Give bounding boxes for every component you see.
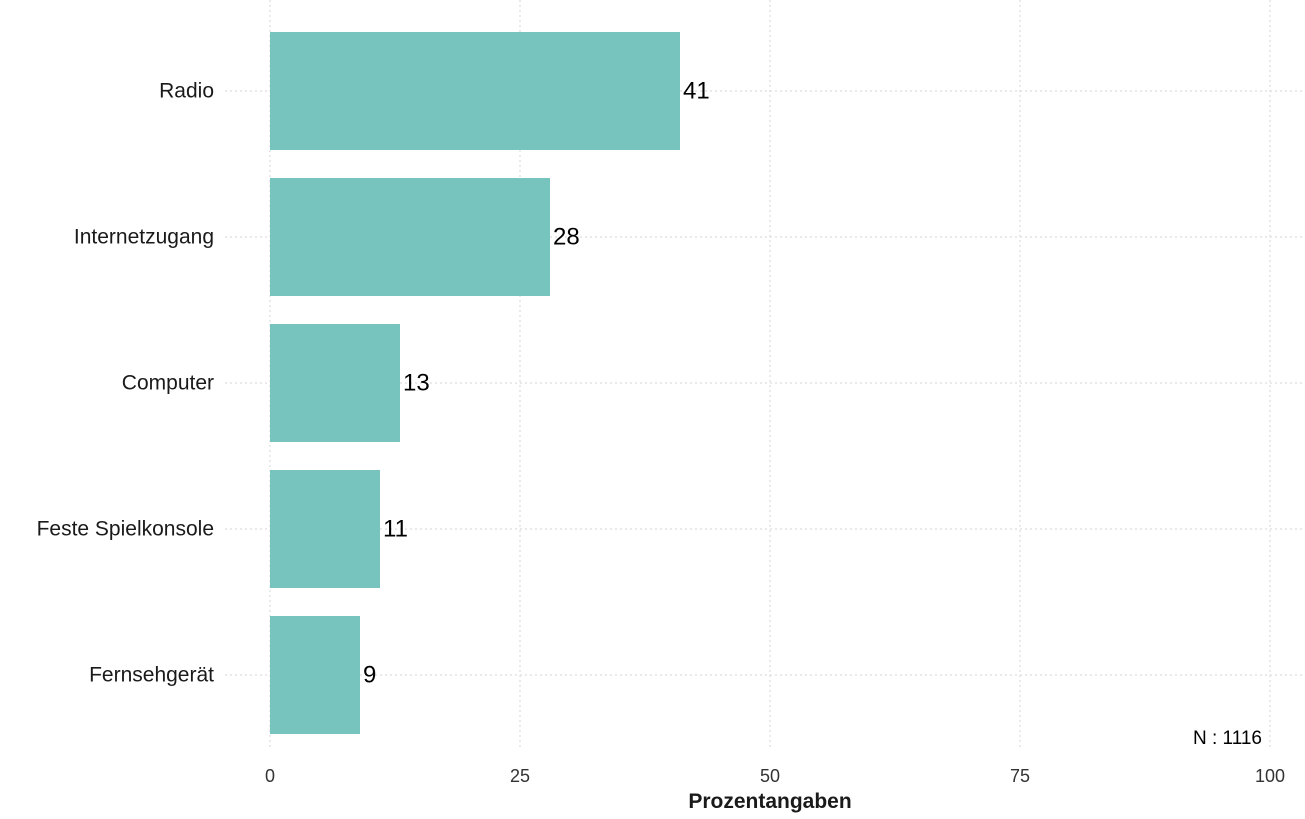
bar-value-label: 41 (683, 78, 710, 105)
x-tick-label: 100 (1255, 766, 1285, 786)
bar-value-label: 9 (363, 662, 376, 689)
category-label: Fernsehgerät (89, 664, 214, 687)
bar-value-label: 13 (403, 370, 430, 397)
x-tick-label: 75 (1010, 766, 1030, 786)
category-label: Feste Spielkonsole (37, 518, 214, 541)
x-tick-label: 50 (760, 766, 780, 786)
bar (270, 324, 400, 442)
sample-size-note: N : 1116 (1193, 728, 1262, 749)
category-label: Computer (122, 372, 214, 395)
x-tick-label: 0 (265, 766, 275, 786)
category-label: Radio (159, 80, 214, 103)
bar (270, 32, 680, 150)
x-tick-label: 25 (510, 766, 530, 786)
bar (270, 616, 360, 734)
bar-layer (270, 32, 680, 734)
x-axis-title: Prozentangaben (688, 790, 851, 813)
bar-value-label: 28 (553, 224, 580, 251)
bar (270, 470, 380, 588)
label-layer: 0 25 50 75 100 Radio 41 Internetzugang 28 Compute… (37, 78, 1285, 787)
bar-value-label: 11 (383, 516, 408, 543)
bar (270, 178, 550, 296)
category-label: Internetzugang (74, 226, 214, 249)
